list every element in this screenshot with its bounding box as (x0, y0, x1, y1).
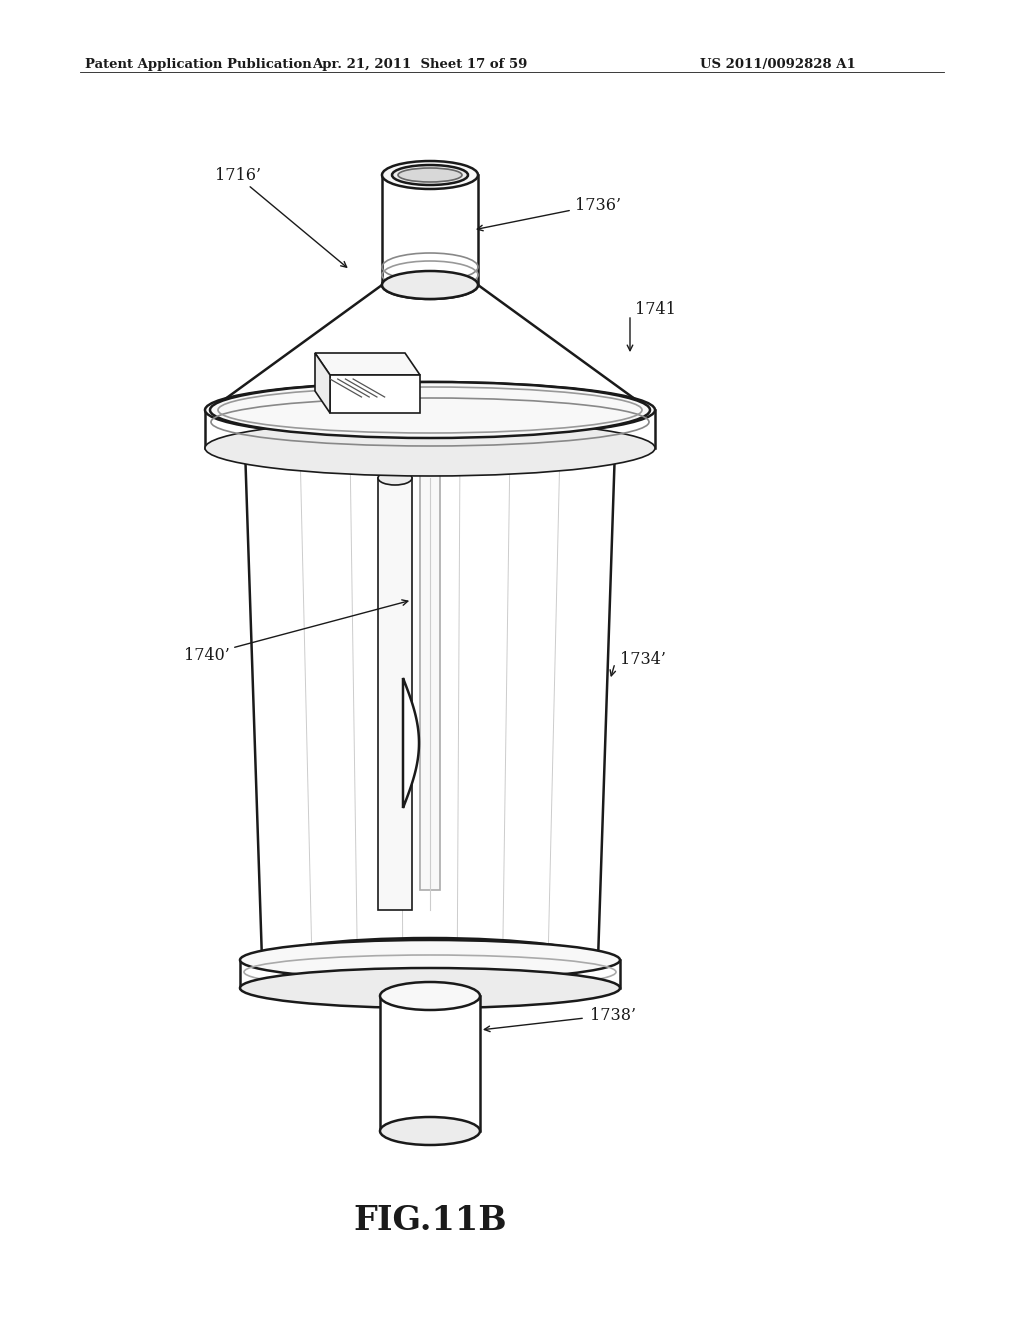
Polygon shape (378, 478, 412, 909)
Ellipse shape (210, 381, 650, 438)
Text: Patent Application Publication: Patent Application Publication (85, 58, 311, 71)
Ellipse shape (262, 939, 598, 982)
Text: FIG.11B: FIG.11B (353, 1204, 507, 1237)
Polygon shape (315, 352, 330, 413)
Ellipse shape (378, 471, 412, 484)
Bar (420, 458, 440, 890)
Text: 1736’: 1736’ (575, 197, 621, 214)
Ellipse shape (392, 165, 468, 185)
Text: 1741: 1741 (635, 301, 676, 318)
Polygon shape (205, 411, 655, 447)
Ellipse shape (382, 271, 478, 300)
Ellipse shape (245, 426, 615, 470)
Text: 1740’: 1740’ (184, 647, 230, 664)
Text: Apr. 21, 2011  Sheet 17 of 59: Apr. 21, 2011 Sheet 17 of 59 (312, 58, 527, 71)
Text: 1716’: 1716’ (215, 166, 261, 183)
Ellipse shape (380, 1117, 480, 1144)
Polygon shape (330, 375, 420, 413)
Text: 1734’: 1734’ (620, 652, 666, 668)
Ellipse shape (205, 381, 655, 438)
Ellipse shape (398, 168, 462, 182)
Ellipse shape (382, 161, 478, 189)
Ellipse shape (240, 968, 620, 1008)
Text: 1738’: 1738’ (590, 1006, 636, 1023)
Ellipse shape (205, 420, 655, 477)
Polygon shape (403, 678, 419, 808)
Text: US 2011/0092828 A1: US 2011/0092828 A1 (700, 58, 856, 71)
Polygon shape (315, 352, 420, 375)
Bar (380, 997, 480, 1131)
Ellipse shape (240, 940, 620, 979)
Bar (382, 176, 478, 285)
Polygon shape (210, 285, 650, 411)
Polygon shape (240, 960, 620, 987)
Ellipse shape (380, 982, 480, 1010)
Polygon shape (245, 447, 615, 960)
Ellipse shape (382, 271, 478, 300)
